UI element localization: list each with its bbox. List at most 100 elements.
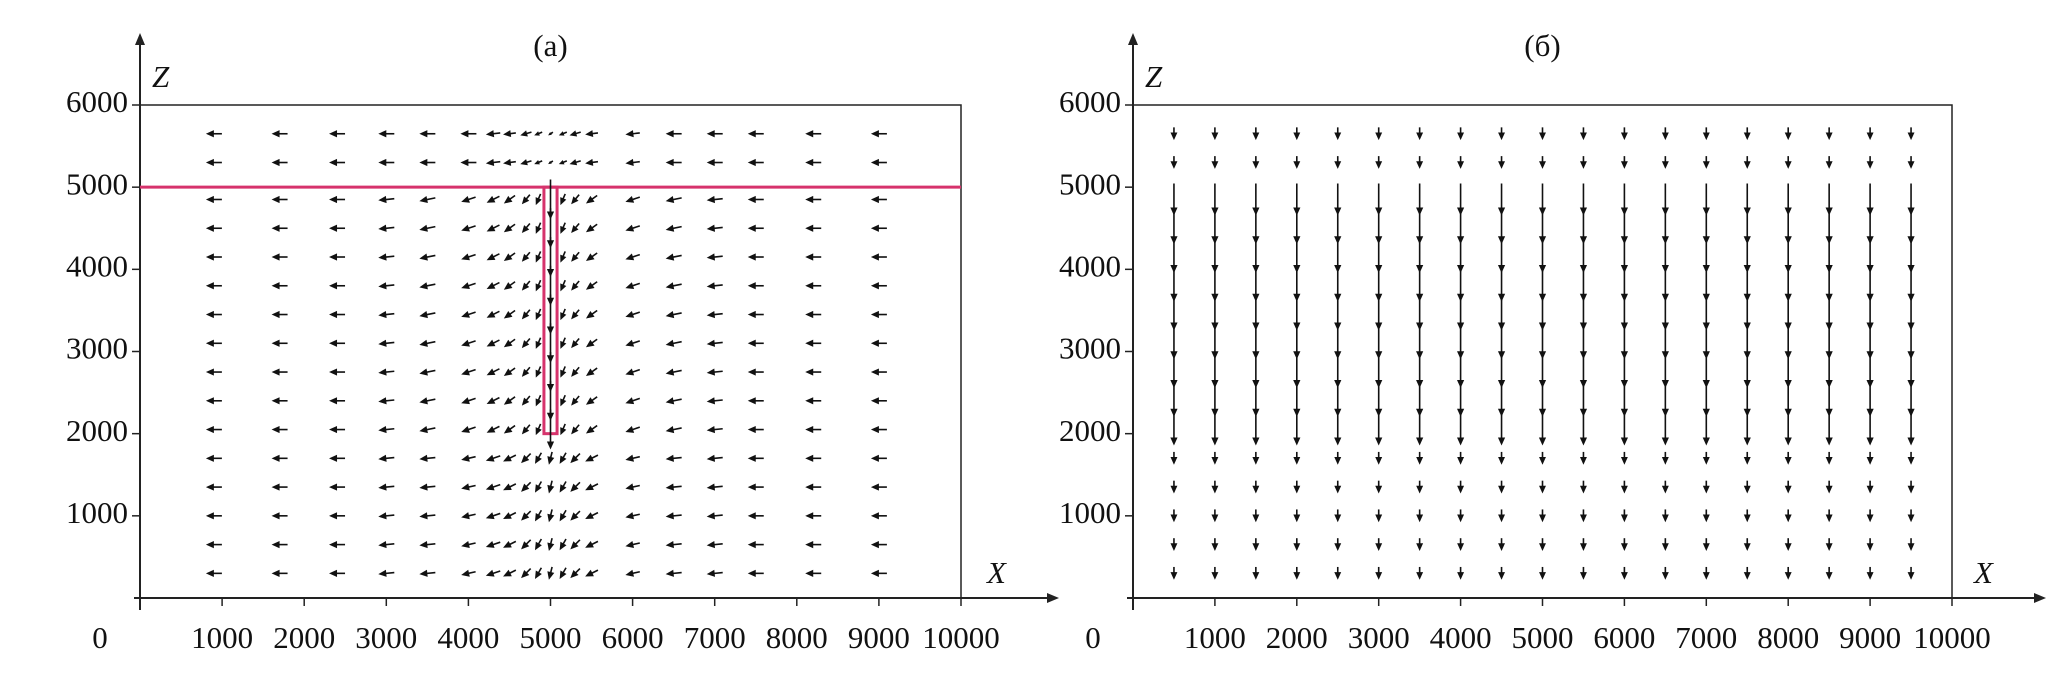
arrow [1457,269,1465,302]
arrow-head [1170,408,1178,417]
y-tick-label: 5000 [66,166,128,201]
arrow [559,538,567,551]
arrow [1293,156,1301,169]
arrow [1252,384,1260,417]
arrow-head [1825,351,1833,360]
arrow [559,567,567,579]
arrow [1211,241,1219,274]
arrow-head [1579,408,1588,417]
arrow [1784,509,1792,523]
arrow [1416,183,1424,216]
x-tick-label: 10000 [1913,620,1991,655]
arrow-head [1252,265,1260,274]
arrow [486,339,500,347]
arrow [1579,327,1588,360]
arrow [559,509,567,522]
arrow [1579,127,1587,141]
arrow-head [1375,132,1383,141]
arrow-head [1416,236,1424,245]
arrow-head [329,425,338,434]
arrow-head [1375,161,1383,169]
arrow [1170,183,1178,216]
arrow [271,425,288,434]
arrow [870,569,887,577]
arrow [625,282,641,290]
arrow-head [805,397,814,405]
arrow-head [1784,543,1792,551]
arrow-head [546,412,555,421]
arrow [665,397,682,405]
arrow-head [486,339,496,347]
arrow [1375,480,1383,494]
arrow-head [1375,207,1383,216]
arrow-head [1907,132,1915,141]
arrow-head [585,397,595,405]
arrow [747,195,764,204]
arrow-head [1457,351,1465,360]
arrow-head [571,253,579,262]
arrow-head [1825,265,1833,274]
arrow [329,253,346,261]
x-tick-label: 9000 [1839,620,1901,655]
arrow-head [1579,543,1587,551]
arrow-head [271,130,280,138]
arrow [1743,183,1751,216]
arrow-head [1702,161,1710,169]
arrow [1170,451,1178,465]
x-axis-arrow [1047,593,1059,603]
arrow-head [1907,543,1915,551]
arrow [1497,384,1506,417]
arrow-head [1702,322,1710,331]
arrow-head [486,195,496,203]
arrow-head [1825,293,1833,302]
arrow [585,158,599,166]
arrow [1416,451,1424,465]
arrow [665,253,682,261]
arrow-head [805,540,814,549]
arrow [419,195,436,204]
arrow [378,130,395,138]
arrow-head [747,339,756,347]
arrow-head [534,484,542,493]
arrow-head [271,224,280,232]
arrow-head [521,512,530,521]
arrow-head [571,311,579,320]
arrow [503,309,516,319]
arrow [1416,413,1424,446]
arrow-head [1743,236,1751,245]
arrow [625,310,641,318]
arrow [1293,127,1301,141]
arrow-head [1907,485,1915,494]
arrow-head [1620,408,1628,417]
arrow-head [558,160,565,165]
y-tick-label: 6000 [1059,84,1121,119]
arrow [665,512,682,520]
arrow [1784,480,1792,494]
arrow [665,158,682,167]
arrow-head [558,131,565,136]
arrow [521,424,531,435]
arrow-head [1211,572,1219,580]
arrow [747,397,764,405]
arrow [503,158,516,166]
arrow [1293,356,1301,389]
arrow-head [1866,322,1874,331]
arrow-head [546,297,555,306]
arrow [1457,566,1465,580]
arrow-head [1579,293,1588,302]
arrow-head [870,397,879,405]
arrow-head [546,326,555,335]
arrow [1825,212,1833,245]
arrow-head [1211,265,1219,274]
arrow-head [1702,132,1710,141]
arrow-head [1170,161,1178,169]
arrow-head [560,427,567,436]
arrow-head [1293,543,1301,551]
arrow [1784,384,1792,417]
arrow-head [1293,437,1301,446]
arrow-head [625,368,635,376]
arrow-head [1784,572,1792,580]
arrow [521,309,531,320]
arrow-head [665,311,675,319]
arrow-head [1784,293,1792,302]
